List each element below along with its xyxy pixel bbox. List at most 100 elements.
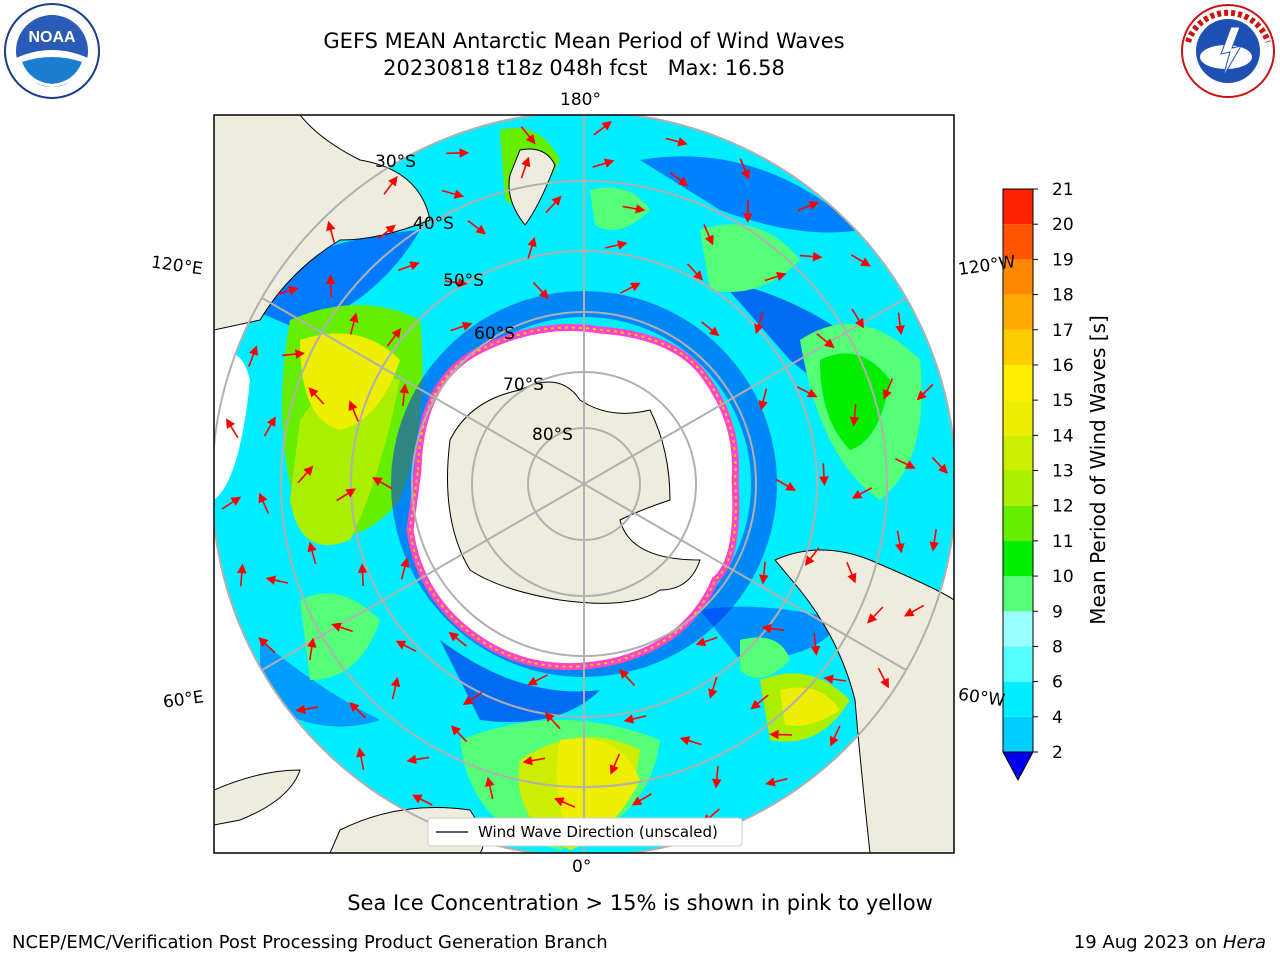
wind-arrow <box>527 236 537 259</box>
colorbar-segment <box>1003 189 1033 225</box>
colorbar-tick-label: 6 <box>1052 673 1063 693</box>
wind-arrow <box>799 251 823 262</box>
wind-arrow <box>695 636 718 647</box>
wind-arrow <box>810 633 821 656</box>
sea-ice-note: Sea Ice Concentration > 15% is shown in … <box>347 891 933 915</box>
colorbar-label: Mean Period of Wind Waves [s] <box>1086 315 1110 625</box>
wind-arrow <box>485 776 495 800</box>
map-frame <box>213 114 955 854</box>
lat-label-70s: 70°S <box>503 375 544 395</box>
wind-arrow <box>398 261 420 271</box>
south-america-land <box>774 549 954 853</box>
wind-arrow <box>276 286 299 296</box>
footer-branch: NCEP/EMC/Verification Post Processing Pr… <box>12 932 608 953</box>
wind-arrow <box>850 254 871 267</box>
wind-arrow <box>804 547 820 566</box>
colorbar-tick-label: 14 <box>1052 426 1074 446</box>
wind-arrow <box>307 637 317 661</box>
wind-arrow <box>619 668 636 687</box>
wind-arrow <box>903 604 925 617</box>
wind-arrow <box>532 281 549 300</box>
colorbar-tick-label: 9 <box>1052 602 1063 622</box>
colorbar-segment <box>1003 716 1033 752</box>
wind-arrow <box>916 383 934 401</box>
wind-arrow <box>357 563 368 587</box>
wind-arrow <box>846 561 857 584</box>
wind-arrow <box>679 736 702 746</box>
wind-arrow <box>769 729 792 740</box>
wind-arrow <box>462 691 483 706</box>
wind-arrow <box>325 274 336 298</box>
colorbar-tick-label: 17 <box>1052 321 1074 341</box>
wind-arrow <box>592 158 615 168</box>
wind-arrow <box>823 674 847 684</box>
wind-arrow <box>708 676 718 699</box>
wind-arrow <box>307 541 317 565</box>
wind-arrow <box>631 793 652 806</box>
wind-arrow <box>390 676 401 700</box>
madagascar-land <box>214 769 301 826</box>
wind-arrow <box>258 492 270 514</box>
wind-arrow <box>372 477 393 490</box>
wind-arrow <box>851 487 873 499</box>
wind-arrow <box>796 386 818 398</box>
wind-arrow <box>703 224 714 246</box>
wind-arrow <box>295 704 319 715</box>
wind-arrow <box>263 416 276 437</box>
wind-arrow <box>622 204 646 214</box>
wind-arrow <box>849 403 860 427</box>
colorbar-tick-label: 12 <box>1052 497 1074 517</box>
antarctica-land <box>447 381 701 604</box>
wind-arrow <box>867 606 884 624</box>
wind-arrow <box>348 400 359 422</box>
wind-arrow <box>441 189 465 199</box>
wind-arrow <box>553 797 576 808</box>
colorbar-tick-label: 11 <box>1052 532 1074 552</box>
wind-arrow <box>775 478 796 491</box>
wind-arrow <box>665 137 688 147</box>
footer-date-text: 19 Aug 2023 on <box>1073 932 1223 953</box>
wind-arrow <box>758 388 768 411</box>
colorbar-tick-label: 16 <box>1052 356 1074 376</box>
colorbar-tick-label: 8 <box>1052 637 1063 657</box>
wind-arrow <box>444 278 468 288</box>
colorbar-tick-label: 21 <box>1052 180 1074 200</box>
colorbar-segment <box>1003 364 1033 401</box>
wind-arrow <box>386 327 402 347</box>
wind-arrow <box>221 496 242 510</box>
wind-arrow <box>297 465 314 484</box>
wind-arrow <box>331 622 353 633</box>
wind-arrow <box>669 171 689 187</box>
colorbar-segment <box>1003 259 1033 295</box>
wind-arrow <box>931 456 948 474</box>
lat-label-80s: 80°S <box>532 425 573 445</box>
wind-arrow <box>356 747 366 770</box>
legend-text: Wind Wave Direction (unscaled) <box>478 823 718 841</box>
wind-arrow <box>701 321 720 337</box>
wind-arrow <box>237 563 247 587</box>
colorbar-segment <box>1003 540 1033 577</box>
map-legend: Wind Wave Direction (unscaled) <box>427 817 743 847</box>
wind-arrow <box>544 711 561 730</box>
wind-arrow <box>764 271 787 282</box>
wind-arrow <box>448 631 467 647</box>
wind-arrow <box>349 312 359 335</box>
wind-arrow <box>620 282 641 294</box>
noaa-logo-text: NOAA <box>28 29 76 46</box>
wind-arrow <box>765 777 788 787</box>
wind-arrow <box>326 220 336 243</box>
colorbar-tick-label: 13 <box>1052 462 1074 482</box>
lat-label-40s: 40°S <box>413 214 454 234</box>
wind-arrow <box>851 308 865 329</box>
wind-arrow <box>520 126 536 145</box>
new-zealand-land <box>508 148 556 226</box>
colorbar-tick-label: 10 <box>1052 567 1074 587</box>
wind-arrow <box>759 561 769 585</box>
colorbar-extend-triangle <box>1002 751 1034 782</box>
wind-arrow <box>605 240 628 250</box>
colorbar-segment <box>1003 611 1033 647</box>
wind-arrow <box>282 349 306 359</box>
wind-arrow <box>545 195 562 213</box>
wind-arrow <box>527 674 548 686</box>
colorbar-tick-label: 19 <box>1052 250 1074 270</box>
